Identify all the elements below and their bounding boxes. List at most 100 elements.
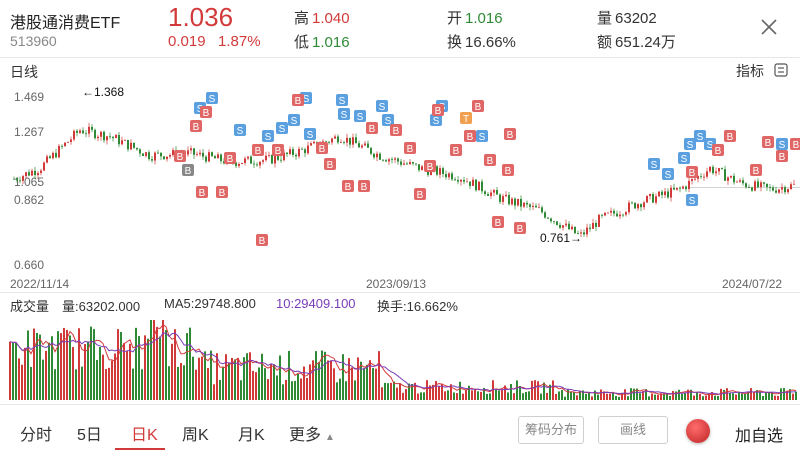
candle-body [727, 177, 729, 181]
buy-marker[interactable] [190, 120, 202, 132]
candle-body [40, 170, 42, 174]
buy-marker[interactable] [256, 234, 268, 246]
tab-intraday[interactable]: 分时 [20, 427, 53, 444]
max-annotation: ←1.368 [82, 85, 124, 99]
t-marker[interactable] [460, 112, 472, 124]
volume-bar [660, 393, 662, 400]
chip-distribution-button[interactable]: 筹码分布 [518, 416, 584, 444]
candle-body [649, 194, 651, 197]
sell-marker[interactable] [288, 114, 300, 126]
fund-name: 港股通消费ETF [10, 15, 121, 32]
candle-body [289, 149, 291, 154]
tab-daily-k[interactable]: 日K [131, 427, 158, 444]
volume-bar [276, 375, 278, 400]
buy-marker[interactable] [342, 180, 354, 192]
sell-marker[interactable] [430, 114, 442, 126]
buy-marker[interactable] [776, 150, 788, 162]
sell-marker[interactable] [234, 124, 246, 136]
candle-body [601, 214, 603, 216]
tab-more[interactable]: 更多 ▲ [289, 421, 335, 445]
buy-marker[interactable] [790, 138, 800, 150]
buy-marker[interactable] [358, 180, 370, 192]
settings-icon[interactable] [773, 62, 789, 78]
sell-marker[interactable] [776, 138, 788, 150]
sell-marker[interactable] [648, 158, 660, 170]
sell-marker[interactable] [338, 108, 350, 120]
sell-marker[interactable] [376, 100, 388, 112]
sell-marker-label: S [341, 110, 348, 121]
buy-marker[interactable] [272, 144, 284, 156]
buy-marker[interactable] [492, 216, 504, 228]
candle-body [214, 156, 216, 159]
buy-marker[interactable] [366, 122, 378, 134]
volume-bar [585, 393, 587, 400]
sell-marker[interactable] [336, 94, 348, 106]
sell-marker[interactable] [262, 130, 274, 142]
buy-marker[interactable] [750, 164, 762, 176]
volume-bar [309, 364, 311, 400]
buy-marker[interactable] [316, 142, 328, 154]
tab-5day[interactable]: 5日 [77, 427, 102, 444]
add-watchlist-button[interactable]: 加自选 [735, 428, 784, 445]
draw-line-button[interactable]: 画线 [598, 416, 668, 444]
buy-marker[interactable] [514, 222, 526, 234]
volume-bar [177, 366, 179, 400]
tab-monthly-k[interactable]: 月K [238, 427, 265, 444]
sell-marker[interactable] [686, 194, 698, 206]
buy-marker[interactable] [404, 142, 416, 154]
sell-marker[interactable] [354, 110, 366, 122]
buy-marker[interactable] [484, 154, 496, 166]
candle-body [328, 141, 330, 143]
buy-marker[interactable] [216, 186, 228, 198]
buy-marker[interactable] [712, 144, 724, 156]
buy-marker-gray-label: B [185, 166, 192, 177]
buy-marker[interactable] [686, 166, 698, 178]
buy-marker-label: B [203, 108, 210, 119]
close-icon[interactable] [758, 16, 780, 38]
volume-bar [222, 367, 224, 400]
buy-marker-gray[interactable] [182, 164, 194, 176]
buy-marker[interactable] [200, 106, 212, 118]
buy-marker[interactable] [762, 136, 774, 148]
buy-marker[interactable] [464, 130, 476, 142]
buy-marker[interactable] [324, 158, 336, 170]
sell-marker[interactable] [276, 122, 288, 134]
sell-marker[interactable] [694, 130, 706, 142]
sell-marker[interactable] [678, 152, 690, 164]
buy-marker[interactable] [502, 164, 514, 176]
volume-bar [717, 395, 719, 400]
record-dot-icon[interactable] [686, 419, 710, 443]
buy-marker[interactable] [472, 100, 484, 112]
buy-marker[interactable] [224, 152, 236, 164]
volume-chart[interactable] [0, 312, 800, 402]
buy-marker[interactable] [196, 186, 208, 198]
candle-body [469, 181, 471, 186]
indicator-button[interactable]: 指标 [736, 61, 764, 81]
buy-marker[interactable] [424, 160, 436, 172]
buy-marker[interactable] [174, 150, 186, 162]
buy-marker[interactable] [414, 188, 426, 200]
sell-marker[interactable] [304, 128, 316, 140]
buy-marker[interactable] [252, 144, 264, 156]
buy-marker[interactable] [450, 144, 462, 156]
buy-marker[interactable] [292, 94, 304, 106]
buy-marker-label: B [505, 166, 512, 177]
sell-marker[interactable] [662, 168, 674, 180]
buy-marker[interactable] [724, 130, 736, 142]
sell-marker[interactable] [684, 138, 696, 150]
buy-marker[interactable] [432, 104, 444, 116]
tab-weekly-k[interactable]: 周K [182, 427, 209, 444]
candle-body [361, 145, 363, 148]
buy-marker[interactable] [390, 124, 402, 136]
kline-chart[interactable]: SSSSSSSSSSSSSSSSSSSSSSSSBBBBBBBBBBBBBBBB… [0, 84, 800, 290]
volume-bar [57, 331, 59, 400]
ma10-text: 10:29409.100 [276, 296, 356, 311]
low-label: 低 [294, 34, 310, 51]
sell-marker[interactable] [206, 92, 218, 104]
volume-bar [390, 382, 392, 400]
open-label: 开 [447, 10, 463, 27]
sell-marker[interactable] [476, 130, 488, 142]
sell-marker[interactable] [382, 114, 394, 126]
volume-bar [699, 393, 701, 400]
buy-marker[interactable] [504, 128, 516, 140]
